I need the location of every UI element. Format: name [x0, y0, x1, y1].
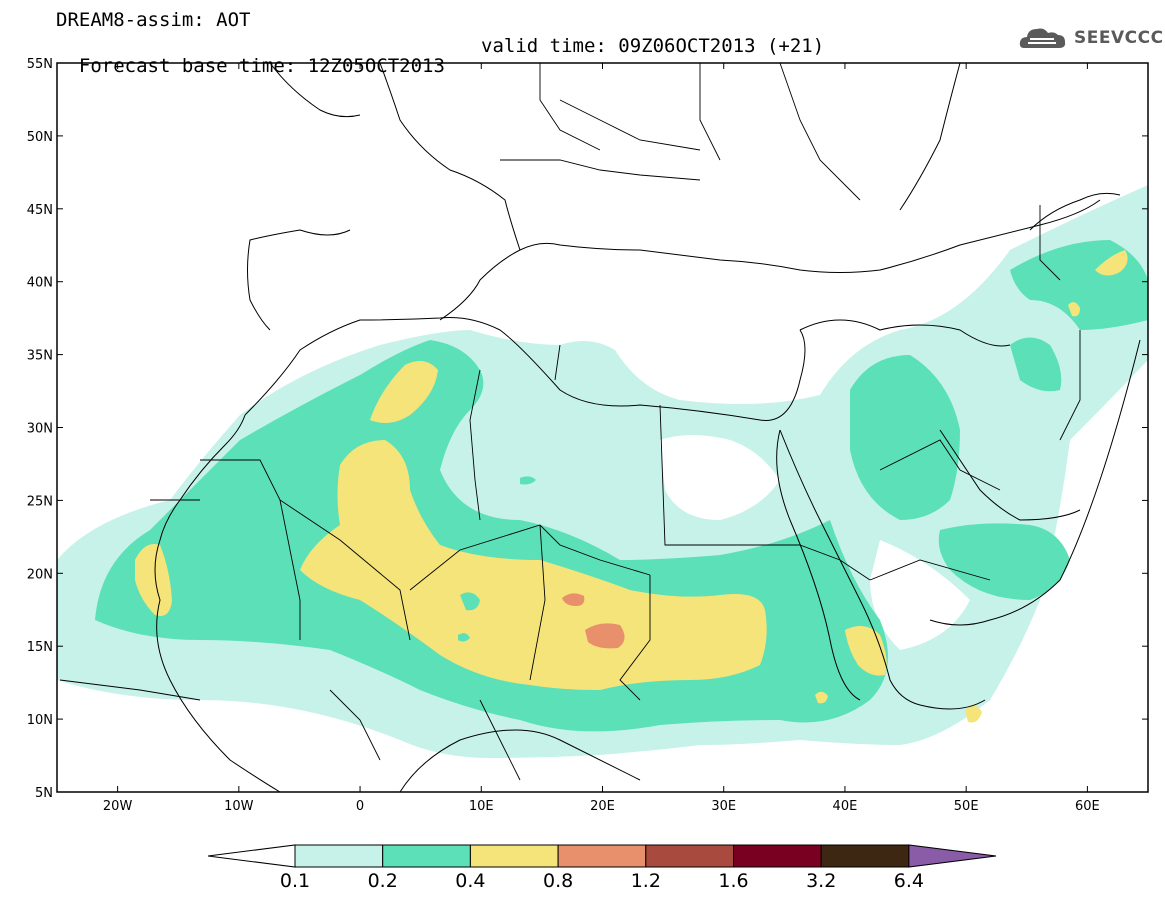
chart-subtitle: Forecast base time: 12Z05OCT2013 valid t… — [56, 36, 824, 96]
colorbar-over-arrow — [908, 844, 997, 868]
lat-label: 30N — [27, 422, 53, 437]
lat-label: 50N — [27, 130, 53, 145]
lat-label: 40N — [27, 276, 53, 291]
lat-label: 25N — [27, 494, 53, 509]
lon-label: 0 — [356, 799, 364, 814]
valid-time: valid time: 09Z06OCT2013 (+21) — [481, 35, 825, 57]
colorbar-label: 0.2 — [368, 870, 398, 892]
colorbar-label: 0.4 — [455, 870, 485, 892]
lat-label: 45N — [27, 203, 53, 218]
lon-label: 50E — [954, 799, 979, 814]
colorbar-swatch — [469, 844, 559, 868]
colorbar-label: 6.4 — [894, 870, 924, 892]
colorbar-label: 0.1 — [280, 870, 310, 892]
lat-label: 5N — [35, 786, 53, 801]
borders — [59, 63, 1081, 781]
lat-label: 10N — [27, 713, 53, 728]
colorbar: 0.1 0.2 0.4 0.8 1.2 1.6 3.2 6.4 — [207, 844, 997, 892]
colorbar-swatch — [557, 844, 647, 868]
colorbar-swatch — [820, 844, 910, 868]
colorbar-swatch — [733, 844, 822, 868]
longitude-axis: 20W 10W 0 10E 20E 30E 40E 50E 60E — [103, 63, 1100, 814]
aot-field — [57, 185, 1148, 758]
coastlines — [154, 63, 1141, 792]
lon-label: 10E — [469, 799, 494, 814]
lon-label: 60E — [1075, 799, 1100, 814]
lat-label: 35N — [27, 349, 53, 364]
lon-label: 20W — [103, 799, 133, 814]
colorbar-label: 0.8 — [543, 870, 573, 892]
lat-label: 15N — [27, 640, 53, 655]
chart-title: DREAM8-assim: AOT — [56, 9, 251, 31]
seevccc-logo: SEEVCCC — [1018, 22, 1163, 56]
colorbar-swatch — [645, 844, 734, 868]
lat-label: 20N — [27, 567, 53, 582]
aot-level-0.8 — [562, 593, 585, 606]
colorbar-label: 1.2 — [631, 870, 661, 892]
lon-label: 40E — [833, 799, 858, 814]
colorbar-swatch — [294, 844, 384, 868]
colorbar-label: 3.2 — [806, 870, 836, 892]
colorbar-swatch — [382, 844, 471, 868]
lon-label: 30E — [711, 799, 736, 814]
latitude-axis: 55N 50N 45N 40N 35N 30N 25N 20N 15N 10N 5N — [27, 57, 1148, 801]
lon-label: 10W — [224, 799, 254, 814]
logo-text: SEEVCCC — [1074, 28, 1164, 48]
lat-label: 55N — [27, 57, 53, 72]
lon-label: 20E — [590, 799, 615, 814]
colorbar-under-arrow — [207, 844, 296, 868]
colorbar-label: 1.6 — [718, 870, 748, 892]
forecast-base-time: Forecast base time: 12Z05OCT2013 — [78, 55, 445, 77]
cloud-icon — [1019, 28, 1066, 48]
